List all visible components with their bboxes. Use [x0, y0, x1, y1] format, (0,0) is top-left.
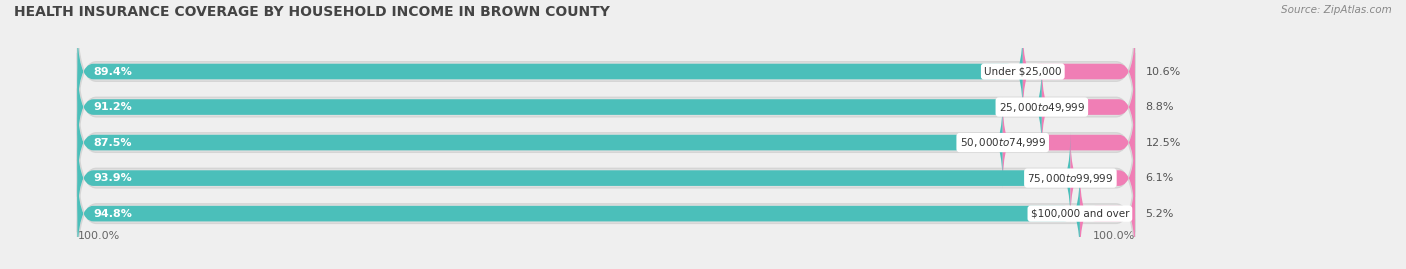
- FancyBboxPatch shape: [1002, 97, 1135, 188]
- Text: Under $25,000: Under $25,000: [984, 66, 1062, 76]
- Text: 6.1%: 6.1%: [1146, 173, 1174, 183]
- Text: 94.8%: 94.8%: [93, 209, 132, 219]
- FancyBboxPatch shape: [1022, 26, 1135, 117]
- Text: 89.4%: 89.4%: [93, 66, 132, 76]
- Text: 100.0%: 100.0%: [1092, 231, 1135, 241]
- Text: 91.2%: 91.2%: [93, 102, 132, 112]
- Text: 5.2%: 5.2%: [1146, 209, 1174, 219]
- FancyBboxPatch shape: [1042, 62, 1135, 153]
- Text: $100,000 and over: $100,000 and over: [1031, 209, 1129, 219]
- FancyBboxPatch shape: [77, 62, 1042, 153]
- FancyBboxPatch shape: [77, 53, 1135, 161]
- FancyBboxPatch shape: [77, 133, 1070, 224]
- Text: $50,000 to $74,999: $50,000 to $74,999: [959, 136, 1046, 149]
- FancyBboxPatch shape: [77, 168, 1080, 259]
- Legend: With Coverage, Without Coverage: With Coverage, Without Coverage: [456, 268, 696, 269]
- FancyBboxPatch shape: [77, 97, 1002, 188]
- FancyBboxPatch shape: [77, 124, 1135, 232]
- FancyBboxPatch shape: [1070, 133, 1135, 224]
- Text: HEALTH INSURANCE COVERAGE BY HOUSEHOLD INCOME IN BROWN COUNTY: HEALTH INSURANCE COVERAGE BY HOUSEHOLD I…: [14, 5, 610, 19]
- Text: $25,000 to $49,999: $25,000 to $49,999: [998, 101, 1085, 114]
- Text: $75,000 to $99,999: $75,000 to $99,999: [1028, 172, 1114, 185]
- Text: 100.0%: 100.0%: [77, 231, 120, 241]
- Text: 12.5%: 12.5%: [1146, 137, 1181, 148]
- Text: 8.8%: 8.8%: [1146, 102, 1174, 112]
- Text: 93.9%: 93.9%: [93, 173, 132, 183]
- Text: 87.5%: 87.5%: [93, 137, 132, 148]
- FancyBboxPatch shape: [1080, 168, 1135, 259]
- FancyBboxPatch shape: [77, 160, 1135, 268]
- FancyBboxPatch shape: [77, 26, 1022, 117]
- FancyBboxPatch shape: [77, 17, 1135, 126]
- Text: 10.6%: 10.6%: [1146, 66, 1181, 76]
- Text: Source: ZipAtlas.com: Source: ZipAtlas.com: [1281, 5, 1392, 15]
- FancyBboxPatch shape: [77, 89, 1135, 197]
